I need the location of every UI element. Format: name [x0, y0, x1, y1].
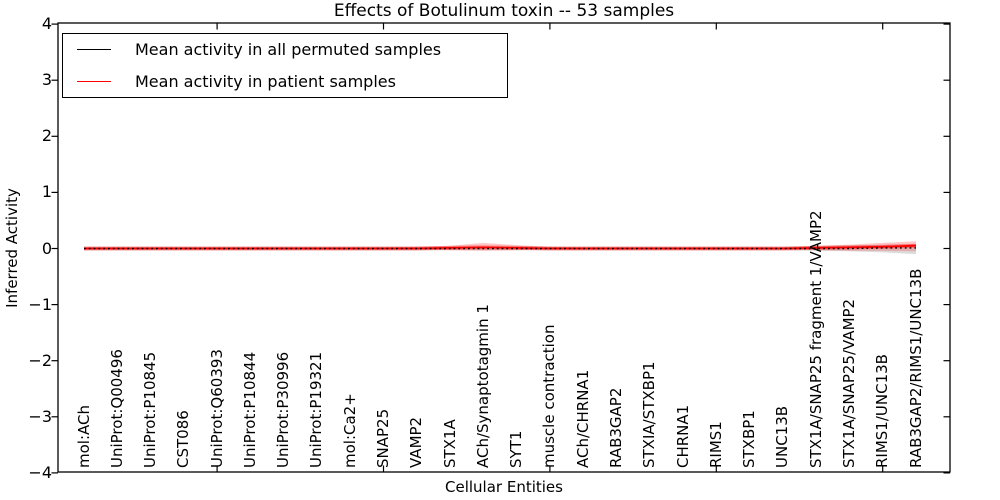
legend-row-patient: Mean activity in patient samples [63, 72, 507, 91]
x-tick-label: RAB3GAP2 [606, 387, 625, 468]
legend-row-permuted: Mean activity in all permuted samples [63, 40, 507, 59]
legend: Mean activity in all permuted samples Me… [62, 33, 508, 98]
permuted-line-sample [77, 49, 111, 51]
x-axis-label: Cellular Entities [445, 478, 563, 496]
x-tick-label: ACh/CHRNA1 [573, 369, 592, 468]
x-tick-label: mol:Ca2+ [340, 393, 359, 468]
x-tick-label: STXBP1 [740, 410, 759, 468]
x-tick-label: SNAP25 [374, 408, 393, 468]
x-tick-label: ACh/Synaptotagmin 1 [473, 304, 492, 468]
chart-title: Effects of Botulinum toxin -- 53 samples [333, 1, 675, 21]
y-tick-label: −3 [28, 406, 52, 426]
y-tick-label: 0 [41, 238, 52, 258]
patient-mean-line [84, 244, 917, 250]
patient-band [84, 241, 916, 252]
y-tick-label: 2 [41, 126, 52, 146]
x-tick-label: VAMP2 [407, 416, 426, 468]
x-tick-label: UniProt:P19321 [307, 351, 326, 468]
x-tick-label: mol:ACh [74, 405, 93, 468]
y-tick-label: −1 [28, 294, 52, 314]
x-tick-label: UniProt:Q60393 [207, 349, 226, 468]
x-tick-label: UNC13B [773, 405, 792, 468]
y-tick-label: 1 [41, 182, 52, 202]
y-tick-label: −2 [28, 350, 52, 370]
x-tick-label: STX1A [440, 419, 459, 468]
x-tick-label: UniProt:P30996 [274, 351, 293, 468]
x-tick-label: STX1A/SNAP25/VAMP2 [839, 298, 858, 468]
y-tick-label: −4 [28, 462, 52, 482]
x-tick-label: STX1A/SNAP25 fragment 1/VAMP2 [806, 210, 825, 468]
patient-line-sample [77, 80, 111, 82]
permuted-mean-line [84, 247, 916, 250]
x-tick-label: RIMS1 [706, 421, 725, 468]
x-tick-label: CHRNA1 [673, 404, 692, 468]
x-tick-label: SYT1 [507, 430, 526, 468]
x-tick-label: UniProt:P10844 [240, 351, 259, 468]
legend-label-permuted: Mean activity in all permuted samples [135, 40, 442, 60]
x-tick-label: CST086 [174, 410, 193, 468]
x-tick-label: UniProt:P10845 [141, 351, 160, 468]
x-tick-label: RAB3GAP2/RIMS1/UNC13B [906, 268, 925, 468]
x-tick-label: UniProt:Q00496 [107, 349, 126, 468]
permuted-band [84, 244, 916, 255]
y-tick-label: 3 [41, 70, 52, 90]
patient-halo-line [84, 243, 917, 251]
x-tick-label: muscle contraction [540, 324, 559, 469]
legend-label-patient: Mean activity in patient samples [135, 71, 396, 91]
y-tick-label: 4 [41, 14, 52, 34]
x-tick-label: STXIA/STXBP1 [640, 361, 659, 468]
x-tick-label: RIMS1/UNC13B [873, 354, 892, 468]
